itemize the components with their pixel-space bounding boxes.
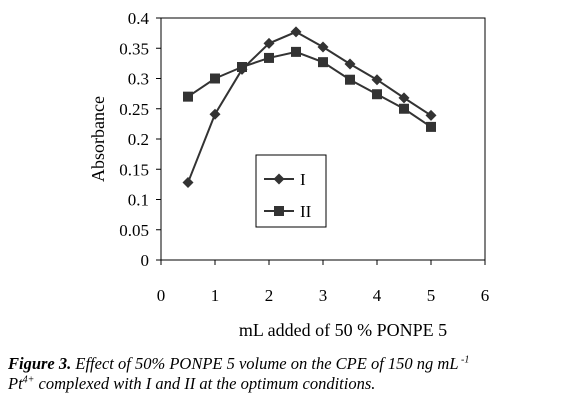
caption-text-line2-prefix: Pt	[8, 374, 23, 393]
caption-text-line2-suffix: complexed with I and II at the optimum c…	[34, 374, 376, 393]
data-point	[399, 103, 409, 114]
y-tick-label: 0.3	[128, 70, 149, 89]
x-tick-label: 3	[319, 286, 328, 305]
legend-marker	[274, 206, 284, 216]
y-tick-label: 0.1	[128, 191, 149, 210]
data-point	[345, 74, 355, 85]
y-tick-label: 0.05	[119, 221, 149, 240]
data-point	[237, 62, 247, 73]
axes: 0 0.05 0.1 0.15 0.2 0.25 0.3 0.35 0.4 0 1 2 3 4 5 6 mL a…	[88, 9, 489, 340]
y-axis-title: Absorbance	[88, 96, 108, 182]
legend-item: II	[264, 202, 312, 221]
x-tick-label: 4	[373, 286, 382, 305]
data-point	[425, 109, 437, 121]
data-point	[209, 108, 221, 120]
data-point	[182, 177, 194, 189]
y-tick-label: 0.4	[128, 9, 150, 28]
data-point	[290, 26, 302, 38]
series-2	[183, 46, 436, 132]
y-tick-label: 0.35	[119, 39, 149, 58]
data-point	[371, 74, 383, 86]
data-point	[372, 89, 382, 100]
figure-caption: Figure 3. Effect of 50% PONPE 5 volume o…	[8, 354, 568, 394]
data-point	[426, 121, 436, 132]
y-tick-label: 0.25	[119, 100, 149, 119]
x-tick-label: 1	[211, 286, 220, 305]
x-tick-label: 0	[157, 286, 166, 305]
y-tick-label: 0.2	[128, 130, 149, 149]
data-point	[210, 73, 220, 84]
x-axis-title: mL added of 50 % PONPE 5	[239, 320, 447, 340]
legend-label: I	[300, 170, 306, 189]
data-point	[344, 58, 356, 70]
data-point	[317, 41, 329, 53]
caption-text-line1: Effect of 50% PONPE 5 volume on the CPE …	[71, 354, 459, 373]
legend-item: I	[264, 170, 306, 189]
caption-label: Figure 3.	[8, 354, 72, 373]
caption-superscript-1: -1	[458, 354, 470, 366]
y-tick-label: 0	[141, 251, 150, 270]
x-tick-label: 5	[427, 286, 436, 305]
legend-marker	[273, 173, 285, 185]
data-point	[264, 52, 274, 63]
line-chart: 0 0.05 0.1 0.15 0.2 0.25 0.3 0.35 0.4 0 1 2 3 4 5 6 mL a…	[88, 9, 489, 340]
data-point	[183, 91, 193, 102]
series-line	[187, 50, 432, 128]
x-tick-label: 2	[265, 286, 274, 305]
data-point	[318, 57, 328, 68]
legend-box	[255, 154, 327, 228]
data-point	[398, 92, 410, 104]
data-point	[263, 37, 275, 49]
legend-label: II	[300, 202, 312, 221]
caption-superscript-2: 4+	[22, 374, 35, 386]
series-layer	[182, 26, 437, 189]
x-tick-label: 6	[481, 286, 490, 305]
legend: III	[255, 154, 327, 228]
y-tick-label: 0.15	[119, 160, 149, 179]
data-point	[291, 46, 301, 57]
series-line	[187, 30, 432, 183]
series-1	[182, 26, 437, 189]
